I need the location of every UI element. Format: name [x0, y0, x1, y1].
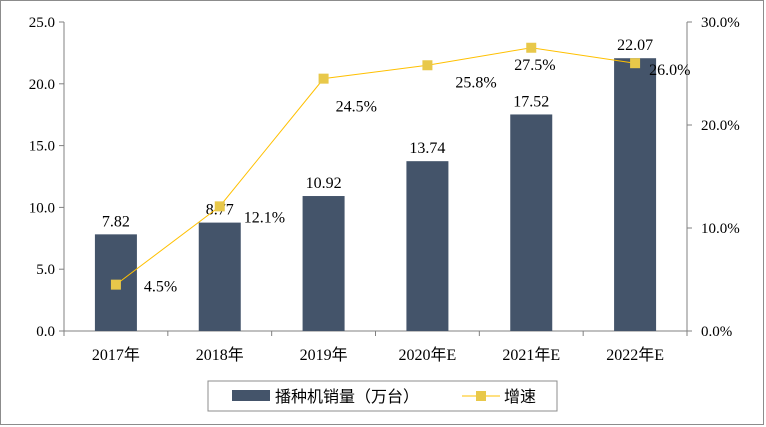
line-value-label: 26.0% [649, 62, 690, 79]
line-marker [526, 42, 537, 53]
line-marker [214, 201, 225, 212]
left-axis-ticks: 0.0 5.0 10.0 15.0 20.0 25.0 [29, 15, 64, 340]
left-tick-label: 25.0 [29, 15, 55, 31]
bar [302, 196, 345, 331]
bar-value-label: 13.74 [409, 140, 445, 157]
line-series [110, 42, 641, 290]
x-tick-label: 2018年 [196, 346, 244, 364]
legend-bar-swatch [232, 390, 270, 401]
line-marker [630, 58, 641, 69]
bar-value-label: 10.92 [306, 175, 342, 192]
bar [614, 58, 657, 331]
line-value-label: 12.1% [244, 209, 285, 226]
right-tick-label: 20.0% [701, 118, 740, 134]
legend: 播种机销量（万台） 增速 [207, 380, 558, 412]
line-value-labels: 4.5% 12.1% 24.5% 25.8% 27.5% 26.0% [144, 57, 690, 296]
bar-value-label: 22.07 [617, 37, 653, 54]
line-value-label: 27.5% [514, 57, 555, 74]
right-axis-ticks: 0.0% 10.0% 20.0% 30.0% [687, 15, 740, 340]
left-tick-label: 15.0 [29, 139, 55, 155]
left-tick-label: 5.0 [36, 262, 55, 278]
growth-line [115, 47, 636, 286]
bar [510, 114, 553, 332]
bar [406, 161, 449, 331]
left-tick-label: 0.0 [36, 324, 55, 340]
right-tick-label: 30.0% [701, 15, 740, 31]
line-value-label: 4.5% [144, 279, 177, 296]
left-tick-label: 20.0 [29, 77, 55, 93]
x-tick-label: 2022年E [606, 346, 664, 364]
line-value-label: 25.8% [455, 74, 496, 91]
x-tick-label: 2021年E [502, 346, 560, 364]
right-tick-label: 10.0% [701, 221, 740, 237]
bar [198, 222, 241, 331]
legend-bar-label: 播种机销量（万台） [275, 388, 419, 406]
bar-value-label: 7.82 [102, 213, 130, 230]
right-tick-label: 0.0% [701, 324, 732, 340]
x-tick-label: 2017年 [92, 346, 140, 364]
legend-line-label: 增速 [504, 388, 536, 406]
x-axis-ticks: 2017年 2018年 2019年 2020年E 2021年E 2022年E [63, 331, 688, 364]
x-tick-label: 2019年 [300, 346, 348, 364]
line-marker [422, 60, 433, 71]
line-marker [318, 73, 329, 84]
x-tick-label: 2020年E [399, 346, 457, 364]
legend-line-marker [476, 391, 486, 401]
line-marker [110, 279, 121, 290]
left-tick-label: 10.0 [29, 200, 55, 216]
line-value-label: 24.5% [336, 99, 377, 116]
bar-value-label: 17.52 [513, 93, 549, 110]
